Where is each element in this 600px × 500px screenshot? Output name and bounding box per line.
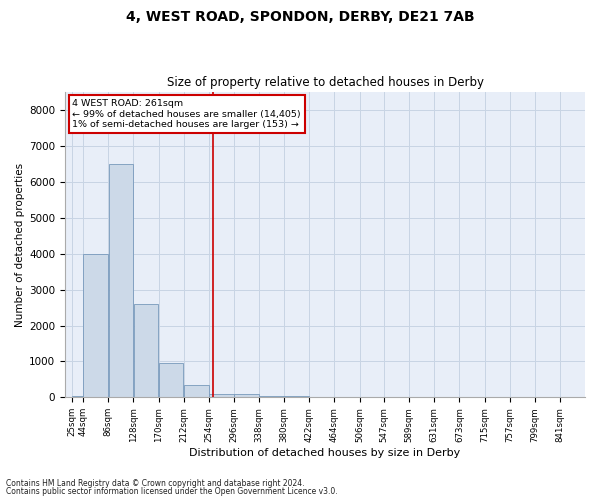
- Bar: [184, 385, 209, 398]
- Bar: [259, 396, 284, 398]
- X-axis label: Distribution of detached houses by size in Derby: Distribution of detached houses by size …: [190, 448, 461, 458]
- Y-axis label: Number of detached properties: Number of detached properties: [15, 162, 25, 327]
- Text: Contains HM Land Registry data © Crown copyright and database right 2024.: Contains HM Land Registry data © Crown c…: [6, 478, 305, 488]
- Text: 4 WEST ROAD: 261sqm
← 99% of detached houses are smaller (14,405)
1% of semi-det: 4 WEST ROAD: 261sqm ← 99% of detached ho…: [73, 99, 301, 129]
- Text: 4, WEST ROAD, SPONDON, DERBY, DE21 7AB: 4, WEST ROAD, SPONDON, DERBY, DE21 7AB: [125, 10, 475, 24]
- Bar: [134, 304, 158, 398]
- Bar: [159, 363, 184, 398]
- Bar: [284, 396, 309, 398]
- Title: Size of property relative to detached houses in Derby: Size of property relative to detached ho…: [167, 76, 484, 90]
- Bar: [83, 254, 108, 398]
- Bar: [234, 394, 259, 398]
- Bar: [72, 396, 83, 398]
- Bar: [109, 164, 133, 398]
- Bar: [209, 394, 233, 398]
- Text: Contains public sector information licensed under the Open Government Licence v3: Contains public sector information licen…: [6, 487, 338, 496]
